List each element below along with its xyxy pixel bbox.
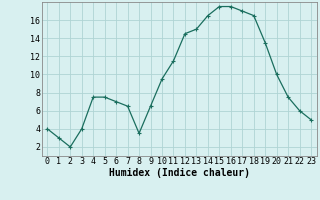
X-axis label: Humidex (Indice chaleur): Humidex (Indice chaleur)	[109, 168, 250, 178]
